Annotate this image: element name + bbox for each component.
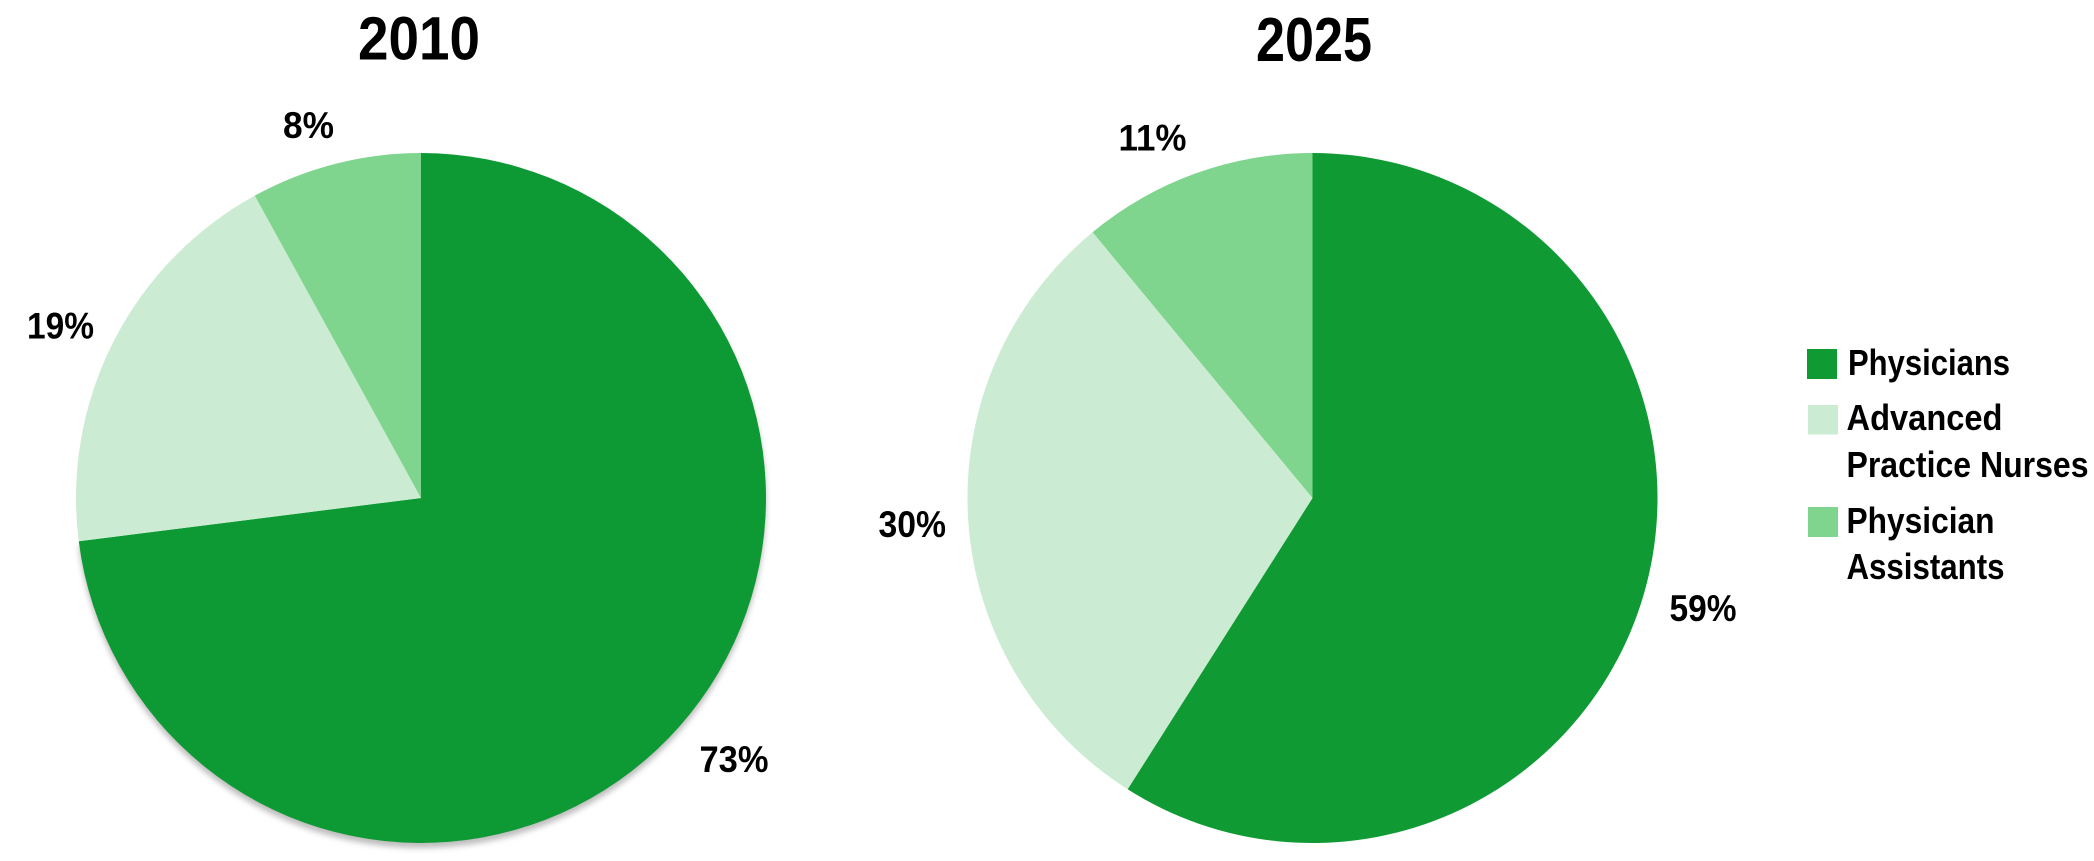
svg-text:59%: 59% bbox=[1670, 588, 1737, 629]
svg-text:Physician: Physician bbox=[1847, 500, 1995, 541]
svg-text:Advanced: Advanced bbox=[1847, 397, 2003, 438]
svg-text:19%: 19% bbox=[27, 306, 94, 347]
svg-text:30%: 30% bbox=[879, 504, 947, 545]
svg-text:Physicians: Physicians bbox=[1848, 342, 2010, 383]
svg-text:8%: 8% bbox=[283, 105, 334, 146]
svg-text:Practice Nurses: Practice Nurses bbox=[1847, 444, 2089, 485]
svg-text:11%: 11% bbox=[1119, 118, 1187, 159]
svg-text:2010: 2010 bbox=[358, 5, 480, 74]
svg-text:Assistants: Assistants bbox=[1847, 546, 2005, 587]
svg-text:2025: 2025 bbox=[1256, 6, 1372, 75]
svg-text:73%: 73% bbox=[700, 739, 769, 780]
